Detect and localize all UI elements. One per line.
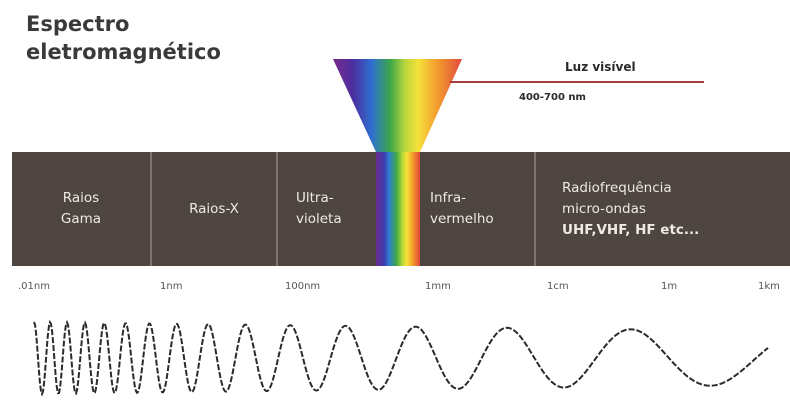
visible-light-range: 400-700 nm	[519, 92, 586, 103]
wave-curve	[33, 319, 769, 397]
scale-tick: 100nm	[285, 281, 321, 292]
band-xray-line-1: Raios-X	[189, 200, 239, 217]
visible-light-funnel	[333, 59, 704, 152]
band-radio: Radiofrequência micro-ondas UHF,VHF, HF …	[562, 152, 787, 266]
scale-tick: 1nm	[160, 281, 183, 292]
band-divider	[276, 152, 278, 266]
scale-tick: 1cm	[547, 281, 569, 292]
band-divider	[534, 152, 536, 266]
band-ir-line-1: Infra-	[430, 190, 466, 206]
band-radio-line-2: micro-ondas	[562, 200, 646, 217]
band-radio-line-3: UHF,VHF, HF etc...	[562, 221, 700, 238]
scale-tick: .01nm	[18, 281, 50, 292]
scale-tick: 1mm	[425, 281, 451, 292]
band-ir-line-2: vermelho	[430, 211, 494, 227]
band-uv-line-2: violeta	[296, 211, 342, 227]
title-line-2: eletromagnético	[26, 40, 221, 64]
title-line-1: Espectro	[26, 12, 130, 36]
visible-light-label: Luz visível	[565, 60, 636, 74]
wavelength-wave	[33, 319, 769, 397]
band-divider	[150, 152, 152, 266]
rainbow-funnel-shape	[333, 59, 462, 152]
band-gamma-line-2: Gama	[60, 211, 102, 227]
band-gamma-line-1: Raios	[62, 190, 100, 206]
scale-tick: 1m	[661, 281, 678, 292]
band-radio-line-1: Radiofrequência	[562, 179, 672, 196]
band-uv-line-1: Ultra-	[296, 190, 334, 206]
band-infrared: Infra- vermelho	[430, 152, 530, 266]
band-x-rays: Raios-X	[152, 152, 276, 266]
band-gamma-rays: Raios Gama	[12, 152, 150, 266]
visible-spectrum-strip	[376, 152, 420, 266]
scale-tick: 1km	[758, 281, 780, 292]
diagram-title: Espectro eletromagnético	[26, 10, 221, 66]
band-ultraviolet: Ultra- violeta	[296, 152, 376, 266]
